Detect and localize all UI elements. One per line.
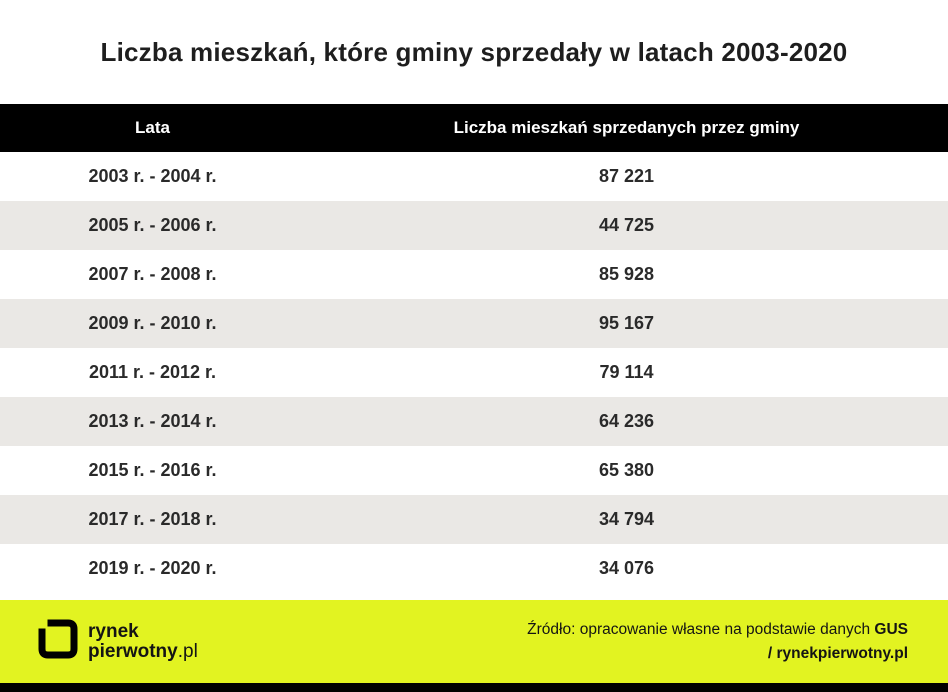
table-row: 2015 r. - 2016 r. 65 380 [0, 446, 948, 495]
housing-sales-table: Lata Liczba mieszkań sprzedanych przez g… [0, 104, 948, 593]
cell-years: 2005 r. - 2006 r. [0, 201, 305, 250]
brand-logo: rynek pierwotny.pl [38, 619, 198, 664]
table-row: 2011 r. - 2012 r. 79 114 [0, 348, 948, 397]
table-row: 2017 r. - 2018 r. 34 794 [0, 495, 948, 544]
source-line2: / rynekpierwotny.pl [767, 644, 908, 662]
cell-count: 95 167 [305, 299, 948, 348]
cell-count: 79 114 [305, 348, 948, 397]
table-row: 2007 r. - 2008 r. 85 928 [0, 250, 948, 299]
cell-count: 65 380 [305, 446, 948, 495]
cell-count: 34 794 [305, 495, 948, 544]
source-note: Źródło: opracowanie własne na podstawie … [527, 618, 908, 665]
cell-count: 87 221 [305, 152, 948, 201]
table-header-row: Lata Liczba mieszkań sprzedanych przez g… [0, 104, 948, 152]
cell-years: 2007 r. - 2008 r. [0, 250, 305, 299]
cell-years: 2011 r. - 2012 r. [0, 348, 305, 397]
table-row: 2009 r. - 2010 r. 95 167 [0, 299, 948, 348]
table-row: 2013 r. - 2014 r. 64 236 [0, 397, 948, 446]
title-bar: Liczba mieszkań, które gminy sprzedały w… [0, 0, 948, 104]
cell-years: 2003 r. - 2004 r. [0, 152, 305, 201]
cell-years: 2009 r. - 2010 r. [0, 299, 305, 348]
brand-logo-icon [38, 619, 78, 664]
footer-bar: rynek pierwotny.pl Źródło: opracowanie w… [0, 600, 948, 683]
brand-logo-suffix: .pl [177, 640, 198, 662]
brand-logo-line1: rynek [88, 621, 139, 643]
cell-years: 2015 r. - 2016 r. [0, 446, 305, 495]
brand-logo-line2: pierwotny.pl [88, 640, 198, 662]
column-header-count: Liczba mieszkań sprzedanych przez gminy [305, 104, 948, 152]
table-row: 2019 r. - 2020 r. 34 076 [0, 544, 948, 593]
source-gus: GUS [874, 621, 908, 639]
cell-years: 2017 r. - 2018 r. [0, 495, 305, 544]
source-line1: Źródło: opracowanie własne na podstawie … [527, 621, 908, 639]
table-row: 2005 r. - 2006 r. 44 725 [0, 201, 948, 250]
column-header-years: Lata [0, 104, 305, 152]
cell-count: 85 928 [305, 250, 948, 299]
brand-logo-text: rynek pierwotny.pl [88, 622, 198, 661]
cell-count: 44 725 [305, 201, 948, 250]
bottom-black-strip [0, 683, 948, 692]
cell-count: 34 076 [305, 544, 948, 593]
cell-years: 2019 r. - 2020 r. [0, 544, 305, 593]
table-body: 2003 r. - 2004 r. 87 221 2005 r. - 2006 r.… [0, 152, 948, 593]
page-title: Liczba mieszkań, które gminy sprzedały w… [100, 36, 848, 67]
cell-count: 64 236 [305, 397, 948, 446]
table-row: 2003 r. - 2004 r. 87 221 [0, 152, 948, 201]
cell-years: 2013 r. - 2014 r. [0, 397, 305, 446]
